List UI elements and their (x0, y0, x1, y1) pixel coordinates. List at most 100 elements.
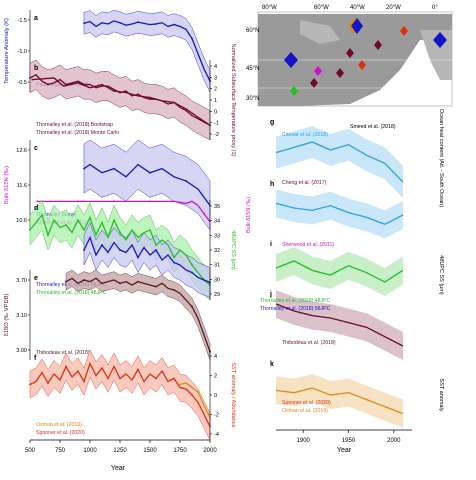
right-panel-letter-h: h (270, 181, 274, 188)
left-xtick-label-5: 1750 (173, 448, 187, 454)
ytick-label-right-f-4: -4 (214, 432, 219, 438)
point-f-0-21 (155, 377, 157, 380)
right-xtick-label-1: 1950 (342, 438, 356, 444)
right-panel-right-label-k: SST anomaly (438, 379, 444, 412)
legend-d-0: Thornalley et al. (2018) 48JPC (36, 290, 107, 296)
right-x-label: Year (337, 447, 352, 454)
point-d-1-3 (101, 244, 103, 246)
ytick-label-right-d-0: 35 (214, 204, 220, 210)
ytick-label-right-f-1: 2 (214, 374, 217, 380)
map-panel: 80°W 60°W 40°W 20°W 0° 60°N 45°N 30°N (246, 5, 453, 107)
point-a-0-0 (83, 22, 85, 25)
lat-label-45: 45°N (246, 66, 259, 72)
right-text-i_thornalley48: Thornalley et al. (2018) 48JPC (260, 298, 331, 304)
panel-b: b Thornalley et al. (2018) Monte Carlo Tho… (29, 44, 236, 157)
right-line-i (275, 260, 404, 283)
point-b-0-3 (47, 83, 49, 86)
right-panel-letter-g: g (270, 119, 274, 126)
right-panel-left-label-h: Bulk δ15N (‰) (246, 197, 252, 233)
point-d-0-18 (137, 236, 139, 239)
ytick-label-left-a-1: -1.0 (18, 49, 27, 55)
point-f-0-24 (173, 377, 175, 380)
point-a-0-18 (191, 37, 193, 40)
point-d-0-15 (119, 231, 121, 234)
point-a-0-12 (155, 23, 157, 25)
left-x-axis: 500 750 1000 1250 1500 1750 2000 Year (25, 439, 217, 472)
right-axis-label-f: SST anomaly / Abundance (230, 362, 236, 427)
point-d-0-9 (83, 229, 85, 231)
band-b-0 (29, 59, 211, 141)
left-xtick-label-2: 1000 (83, 448, 97, 454)
point-b-1-6 (113, 90, 115, 92)
ytick-label-right-f-3: -2 (214, 413, 219, 419)
right-line-h (275, 202, 404, 226)
point-b-1-12 (185, 108, 187, 110)
point-a-0-9 (137, 21, 139, 24)
ytick-label-left-e-1: 3.10 (16, 313, 27, 319)
left-xtick-label-4: 1500 (143, 448, 157, 454)
panel-letter-e: e (34, 275, 38, 282)
ytick-label-right-b-0: 4 (214, 64, 217, 70)
panel-letter-d: d (34, 205, 38, 212)
panel-letter-a: a (34, 15, 38, 22)
right-band-j (276, 290, 403, 360)
line-b-1 (32, 77, 211, 126)
site-marker-green (290, 86, 298, 96)
right-band-h (276, 189, 403, 239)
point-c-0-6 (113, 200, 115, 203)
site-marker-maroon-4 (310, 78, 318, 88)
point-f-0-18 (137, 368, 139, 371)
site-marker-blue-large (284, 52, 298, 68)
ytick-label-right-d-5: 30 (214, 277, 220, 283)
ytick-label-right-b-2: 2 (214, 87, 217, 93)
ytick-label-right-b-4: 0 (214, 109, 217, 115)
point-b-1-9 (149, 96, 151, 99)
point-c-0-9 (149, 200, 151, 203)
lat-label-60: 60°N (246, 28, 259, 34)
point-b-0-27 (191, 114, 193, 117)
right-line-k (275, 387, 404, 415)
left-xtick-label-6: 2000 (203, 448, 217, 454)
right-band-k (276, 374, 403, 428)
legend-b-0: Thornalley et al. (2018) Monte Carlo (36, 130, 119, 136)
point-d-1-12 (155, 249, 157, 251)
site-marker-magenta (314, 66, 322, 76)
right-axis-label-d: 48UPC SS (μm) (230, 230, 236, 270)
lon-label-60: 60°W (314, 5, 329, 11)
point-f-0-27 (191, 394, 193, 396)
right-xtick-label-0: 1900 (297, 438, 311, 444)
legend-e-0: Thibodeau et al. (2018) (36, 350, 90, 356)
point-d-0-27 (191, 264, 193, 266)
right-x-ticks: 1900 1950 2000 (297, 430, 401, 444)
left-axis-label-e: δ18O (‰ VPDB) (4, 294, 10, 337)
point-f-1-0 (179, 383, 181, 386)
point-e-0-21 (191, 305, 193, 308)
point-b-0-12 (101, 85, 103, 88)
point-c-0-15 (203, 212, 205, 215)
point-e-0-0 (65, 280, 67, 283)
point-a-0-15 (173, 23, 175, 26)
right-xtick-label-2: 2000 (387, 438, 401, 444)
right-x-axis: 1900 1950 2000 Year (276, 429, 412, 454)
site-marker-maroon-3 (336, 68, 344, 78)
legend-b-1: Thornalley et al. (2018) Bootstrap (36, 122, 113, 128)
ytick-label-left-c-2: 10.6 (16, 218, 27, 224)
right-text-h_sherwood: Sherwood et al. (2011) (282, 242, 334, 248)
lon-label-40: 40°W (350, 5, 365, 11)
left-x-ticks: 500 750 1000 1250 1500 1750 2000 (25, 440, 217, 454)
line-a-0 (83, 20, 211, 82)
point-e-0-9 (119, 282, 121, 285)
point-c-1-6 (149, 171, 151, 174)
greenland (300, 20, 340, 44)
line-c-1 (83, 163, 211, 206)
ytick-label-left-a-0: -1.5 (18, 18, 27, 24)
ytick-label-left-c-0: 12.6 (16, 148, 27, 154)
right-panel-i: i 48UPC SS (μm) (270, 241, 444, 296)
point-c-0-3 (77, 200, 79, 203)
ytick-label-right-b-5: -1 (214, 121, 219, 127)
right-panel-letter-k: k (270, 361, 274, 368)
right-panel-right-label-g: Ocean heat content (Atl. - South Ocean) (438, 109, 444, 207)
right-text-j_thibodeau: Thibodeau et al. (2018) (282, 340, 336, 346)
point-c-0-0 (36, 200, 39, 203)
